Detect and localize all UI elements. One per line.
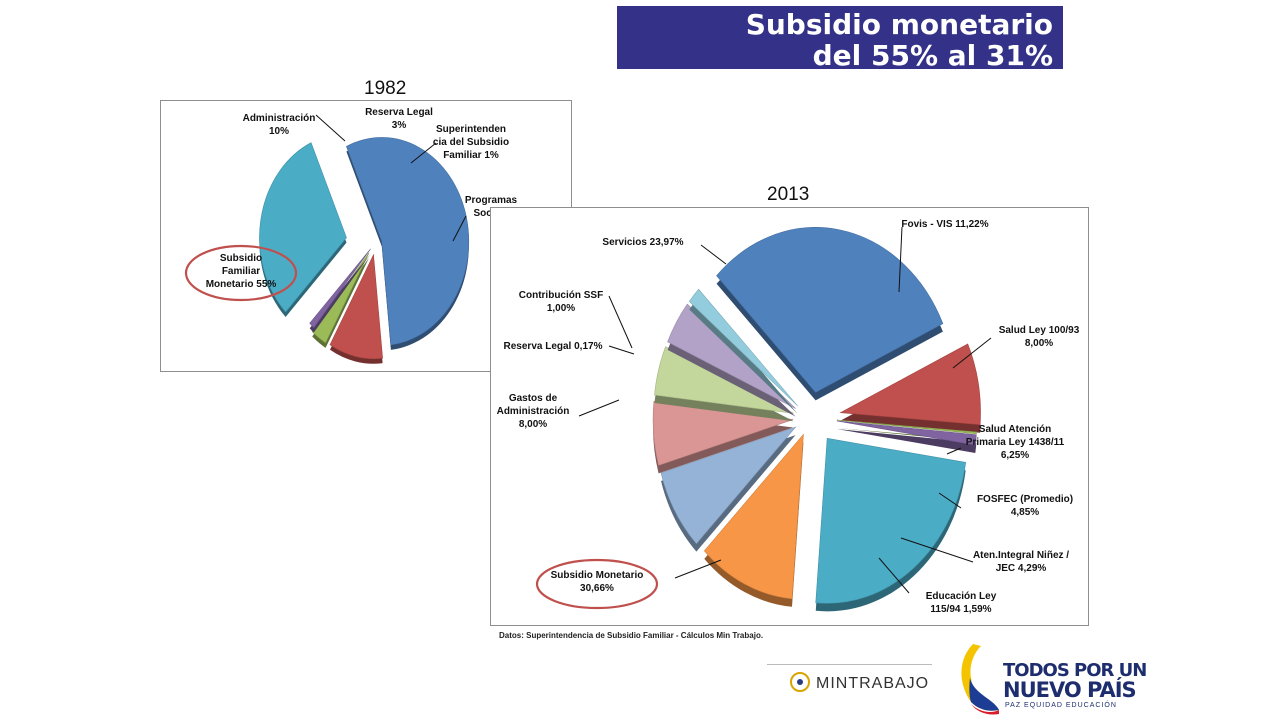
- chart-1982-year-label: 1982: [364, 78, 407, 99]
- leader-line-aten-integral-ninez-jec: [900, 537, 974, 563]
- slice-label-line: JEC 4,29%: [996, 563, 1047, 574]
- slice-administracion: [329, 253, 383, 360]
- slice-label-line: Subsidio: [220, 253, 262, 264]
- leader-line-gastos-de-administracion: [578, 399, 620, 417]
- slice-fovis-vis: [703, 433, 804, 600]
- leader-line-salud-ley-100-93: [952, 337, 992, 369]
- slice-label-line: Administración: [243, 113, 316, 124]
- slice-salud-atencion-primaria-ley-1438-11: [652, 400, 794, 466]
- data-source-note: Datos: Superintendencia de Subsidio Fami…: [499, 631, 764, 640]
- slice-reserva-legal: [836, 419, 977, 435]
- brand-text-line-1: TODOS POR UN: [1003, 660, 1147, 681]
- leader-line-educacion-ley-115-94: [878, 557, 910, 594]
- leader-line-servicios: [700, 244, 727, 265]
- leader-line-fosfec-promedio: [938, 492, 962, 509]
- leader-line-contribucion-ssf: [608, 295, 633, 349]
- slice-label-line: Gastos de: [509, 393, 558, 404]
- slice-label-subsidio-monetario: Subsidio Monetario 30,66%: [551, 570, 644, 594]
- slice-label-line: Familiar 1%: [443, 150, 499, 161]
- slice-label-line: Familiar: [222, 266, 260, 277]
- brand-text-line-2: NUEVO PAÍS: [1003, 678, 1137, 702]
- slice-label-line: Reserva Legal 0,17%: [504, 341, 603, 352]
- slice-aten-integral-ninez-jec: [667, 303, 796, 409]
- slice-superintendencia-del-subsidio-familiar: [309, 248, 371, 329]
- slice-label-reserva-legal: Reserva Legal 0,17%: [504, 341, 603, 352]
- slice-subsidio-familiar-monetario: [346, 137, 470, 346]
- highlight-ring: [535, 558, 659, 610]
- slide-title-line-2: del 55% al 31%: [812, 39, 1053, 72]
- title-banner: Subsidio monetario del 55% al 31%: [617, 6, 1063, 72]
- mintrabajo-logo-text: MINTRABAJO: [816, 675, 930, 692]
- slice-contribucion-ssf: [836, 420, 977, 446]
- slice-label-line: Salud Atención: [979, 424, 1051, 435]
- slice-label-line: cia del Subsidio: [433, 137, 509, 148]
- slice-label-reserva-legal: Reserva Legal 3%: [365, 107, 433, 131]
- slice-label-line: 4,85%: [1011, 507, 1039, 518]
- slice-label-fovis-vis: Fovis - VIS 11,22%: [901, 219, 988, 230]
- footer-divider: [767, 664, 932, 665]
- slice-label-line: 1,00%: [547, 303, 575, 314]
- slice-contribucion-ssf-depth: [836, 428, 977, 454]
- slice-label-line: 8,00%: [519, 419, 547, 430]
- slice-superintendencia-del-subsidio-familiar-depth: [309, 253, 371, 333]
- leader-line-fovis-vis: [898, 226, 903, 293]
- leader-line-subsidio-monetario: [674, 559, 722, 579]
- slice-label-salud-ley-100-93: Salud Ley 100/93 8,00%: [999, 325, 1080, 349]
- slice-label-line: Educación Ley: [926, 591, 997, 602]
- chart-2013-year-label: 2013: [767, 184, 810, 205]
- leader-line-reserva-legal: [608, 345, 635, 355]
- slice-label-line: Superintenden: [436, 124, 506, 135]
- slice-label-line: Aten.Integral Niñez /: [973, 550, 1069, 561]
- slice-label-line: Reserva Legal: [365, 107, 433, 118]
- slice-label-contribucion-ssf: Contribución SSF 1,00%: [519, 290, 603, 314]
- pie-slices: [259, 137, 470, 364]
- slice-label-line: Salud Ley 100/93: [999, 325, 1080, 336]
- flag-swoosh-icon: [961, 644, 999, 715]
- slice-label-administracion: Administración 10%: [243, 113, 316, 137]
- brand-text-line-3: PAZ EQUIDAD EDUCACIÓN: [1005, 702, 1117, 709]
- slice-label-line: Servicios 23,97%: [602, 237, 683, 248]
- slice-label-line: FOSFEC (Promedio): [977, 494, 1073, 505]
- slice-labels: Subsidio Monetario 30,66% Gastos de Adminis…: [497, 219, 1080, 615]
- slice-label-line: Contribución SSF: [519, 290, 603, 301]
- pie-chart-2013: Subsidio Monetario 30,66% Gastos de Adminis…: [497, 219, 1080, 615]
- slice-gastos-de-administracion: [839, 343, 981, 426]
- leader-line-administracion: [315, 114, 346, 142]
- slice-label-line: 6,25%: [1001, 450, 1029, 461]
- slide-title-line-1: Subsidio monetario: [745, 8, 1053, 41]
- coat-of-arms-icon: [790, 672, 810, 692]
- slice-label-fosfec-promedio: FOSFEC (Promedio) 4,85%: [977, 494, 1073, 518]
- slice-label-line: Monetario 55%: [206, 279, 277, 290]
- slice-subsidio-monetario: [716, 227, 944, 393]
- slice-label-line: 8,00%: [1025, 338, 1053, 349]
- slice-label-line: Primaria Ley 1438/11: [966, 437, 1065, 448]
- pie-chart-1982: Subsidio Familiar Monetario 55% Administrac…: [184, 107, 518, 364]
- slice-label-line: 30,66%: [580, 583, 614, 594]
- chart-2013-panel: Subsidio Monetario 30,66% Gastos de Adminis…: [490, 207, 1089, 626]
- slice-label-line: Subsidio Monetario: [551, 570, 644, 581]
- slice-label-servicios: Servicios 23,97%: [602, 237, 683, 248]
- slice-label-line: 115/94 1,59%: [930, 604, 991, 615]
- slice-labels: Subsidio Familiar Monetario 55% Administrac…: [184, 107, 518, 302]
- slice-label-line: Administración: [497, 406, 570, 417]
- leader-line-programas-sociales: [452, 215, 467, 242]
- slice-label-aten-integral-ninez-jec: Aten.Integral Niñez / JEC 4,29%: [973, 550, 1069, 574]
- slice-educacion-ley-115-94: [688, 288, 798, 407]
- slice-label-line: 10%: [269, 126, 289, 137]
- highlight-ring: [184, 244, 298, 302]
- slice-label-superintendencia-del-subsidio-familiar: Superintenden cia del Subsidio Familiar 1%: [433, 124, 509, 161]
- leader-line-salud-atencion-primaria-ley-1438-11: [946, 447, 962, 455]
- slice-label-line: 3%: [392, 120, 407, 131]
- slice-label-educacion-ley-115-94: Educación Ley 115/94 1,59%: [926, 591, 997, 615]
- slice-salud-ley-100-93: [660, 426, 797, 545]
- todos-por-un-nuevo-pais-logo: TODOS POR UN NUEVO PAÍS PAZ EQUIDAD EDUC…: [955, 640, 1147, 715]
- leader-line-superintendencia-del-subsidio-familiar: [410, 142, 437, 164]
- slice-label-subsidio-familiar-monetario: Subsidio Familiar Monetario 55%: [206, 253, 277, 290]
- slice-servicios: [815, 438, 967, 604]
- slice-label-line: Programas: [465, 195, 518, 206]
- slice-label-salud-atencion-primaria-ley-1438-11: Salud Atención Primaria Ley 1438/11 6,25%: [966, 424, 1065, 461]
- pie-slices: [652, 227, 981, 612]
- slice-label-gastos-de-administracion: Gastos de Administración 8,00%: [497, 393, 570, 430]
- slice-label-line: Fovis - VIS 11,22%: [901, 219, 988, 230]
